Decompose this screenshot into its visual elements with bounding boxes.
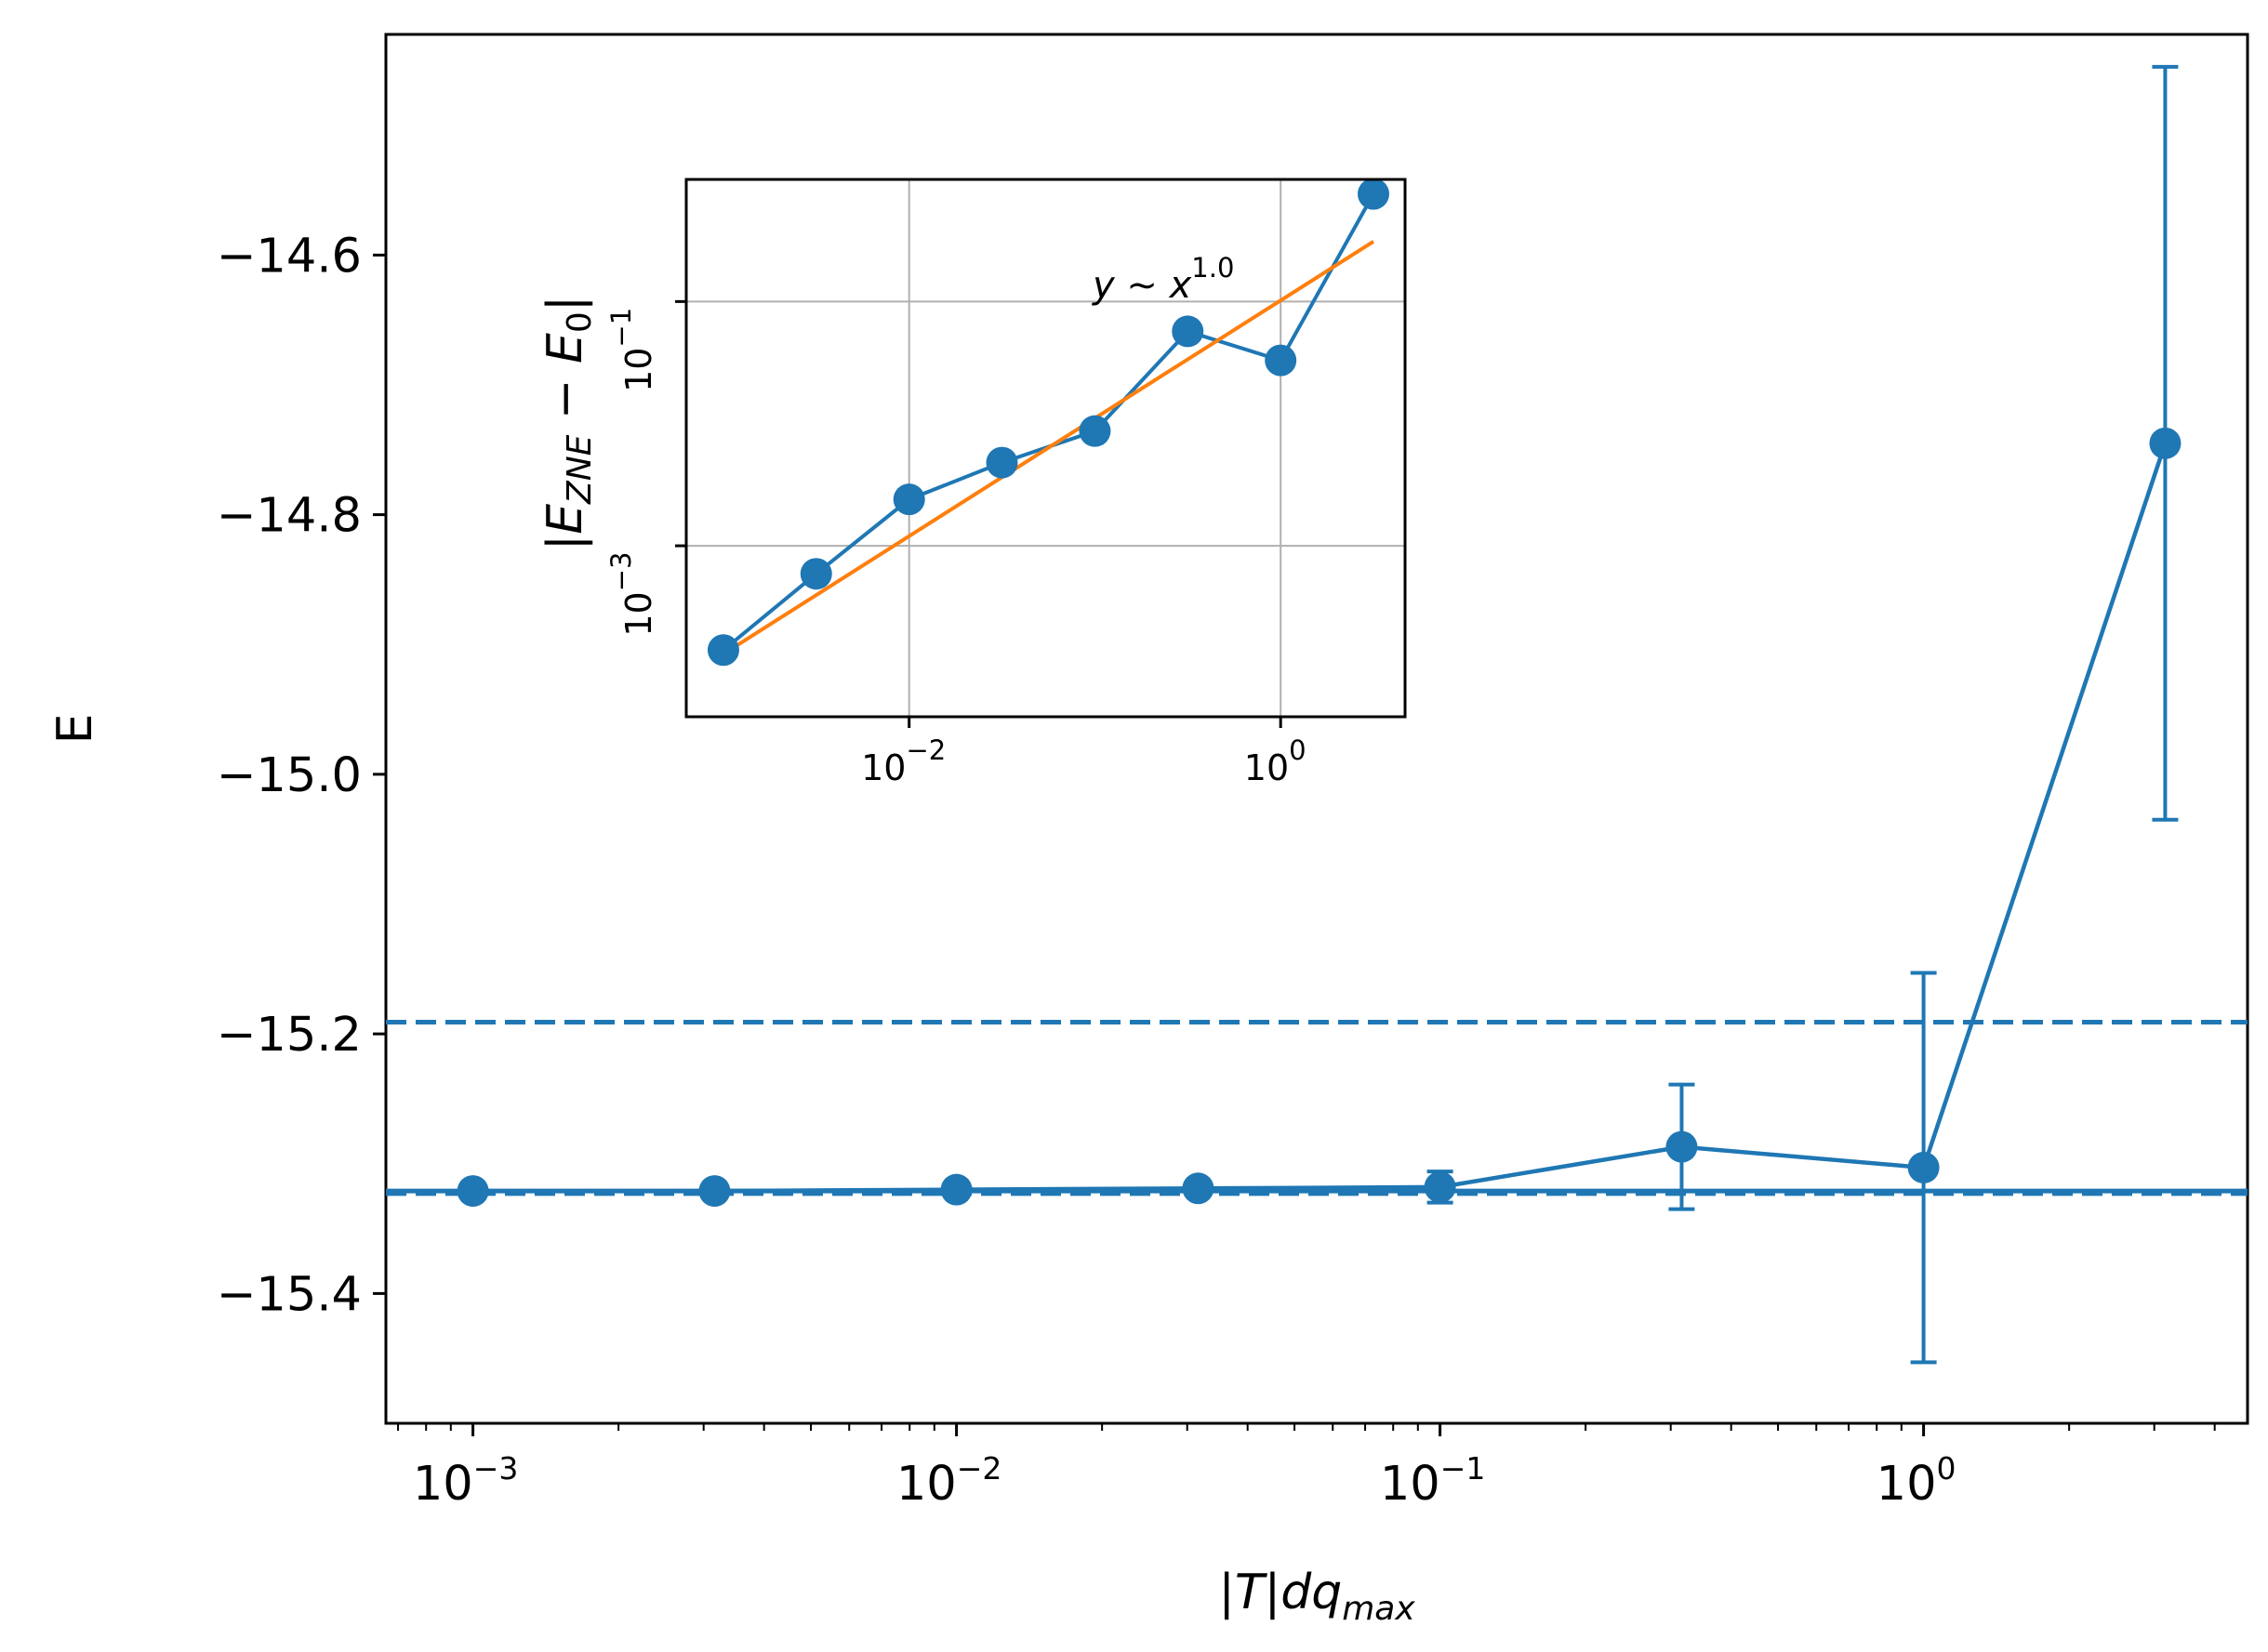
main-data-point xyxy=(940,1173,973,1206)
inset-series xyxy=(707,178,1389,667)
main-x-ticks: 10−3 10−2 10−1 100 xyxy=(397,1423,2216,1512)
main-y-tick-label: −14.6 xyxy=(217,229,362,284)
main-y-tick-label: −15.4 xyxy=(217,1267,362,1322)
inset-plot: 10−2 100 10−1 10−3 y ∼ x1.0 |EZNE − E0| xyxy=(537,178,1407,788)
main-series-line xyxy=(472,443,2168,1194)
main-x-tick-label: 100 xyxy=(1877,1450,1956,1512)
main-x-axis-label: |T|dqmax xyxy=(1218,1565,1415,1628)
main-data-point xyxy=(1665,1130,1698,1163)
inset-y-tick-label: 10−3 xyxy=(605,552,659,637)
main-data-point xyxy=(1907,1151,1940,1183)
main-x-tick-label: 10−2 xyxy=(896,1450,1002,1512)
inset-data-point xyxy=(986,446,1018,479)
main-data-point xyxy=(457,1175,489,1208)
inset-plot-frame xyxy=(684,178,1407,719)
inset-y-axis-label: |EZNE − E0| xyxy=(537,296,599,551)
inset-y-ticks: 10−1 10−3 xyxy=(605,299,686,637)
inset-data-point xyxy=(1265,344,1297,377)
inset-data-point xyxy=(1079,415,1111,447)
main-y-tick-label: −15.2 xyxy=(217,1008,362,1063)
main-y-axis-label: E xyxy=(47,714,103,745)
main-x-tick-label: 10−1 xyxy=(1380,1450,1486,1512)
inset-data-point xyxy=(1172,315,1204,348)
main-data-point xyxy=(2149,427,2182,459)
inset-fit-line xyxy=(722,240,1375,656)
inset-data-point xyxy=(1357,178,1389,210)
inset-x-ticks: 10−2 100 xyxy=(861,717,1306,788)
inset-x-tick-label: 10−2 xyxy=(861,734,946,788)
main-plot-frame xyxy=(384,33,2249,1425)
main-reference-lines xyxy=(386,1020,2248,1196)
main-data-point xyxy=(1424,1170,1456,1203)
inset-data-point xyxy=(707,634,739,667)
main-data-point xyxy=(1182,1172,1214,1205)
main-y-ticks: −14.6 −14.8 −15.0 −15.2 −15.4 xyxy=(217,229,386,1322)
main-y-tick-label: −15.0 xyxy=(217,748,362,803)
inset-grid xyxy=(686,179,1405,717)
inset-fit-annotation: y ∼ x1.0 xyxy=(1092,252,1234,307)
main-y-tick-label: −14.8 xyxy=(217,489,362,544)
inset-data-point xyxy=(893,483,925,516)
inset-y-tick-label: 10−1 xyxy=(605,308,659,392)
main-data-point xyxy=(698,1175,731,1208)
main-x-tick-label: 10−3 xyxy=(413,1450,519,1512)
inset-data-point xyxy=(800,558,832,590)
main-series xyxy=(457,64,2182,1365)
inset-x-tick-label: 100 xyxy=(1244,734,1306,788)
main-plot: 10−3 10−2 10−1 100 −14.6 −14.8 −15.0 −15.2 −15.… xyxy=(47,33,2249,1628)
